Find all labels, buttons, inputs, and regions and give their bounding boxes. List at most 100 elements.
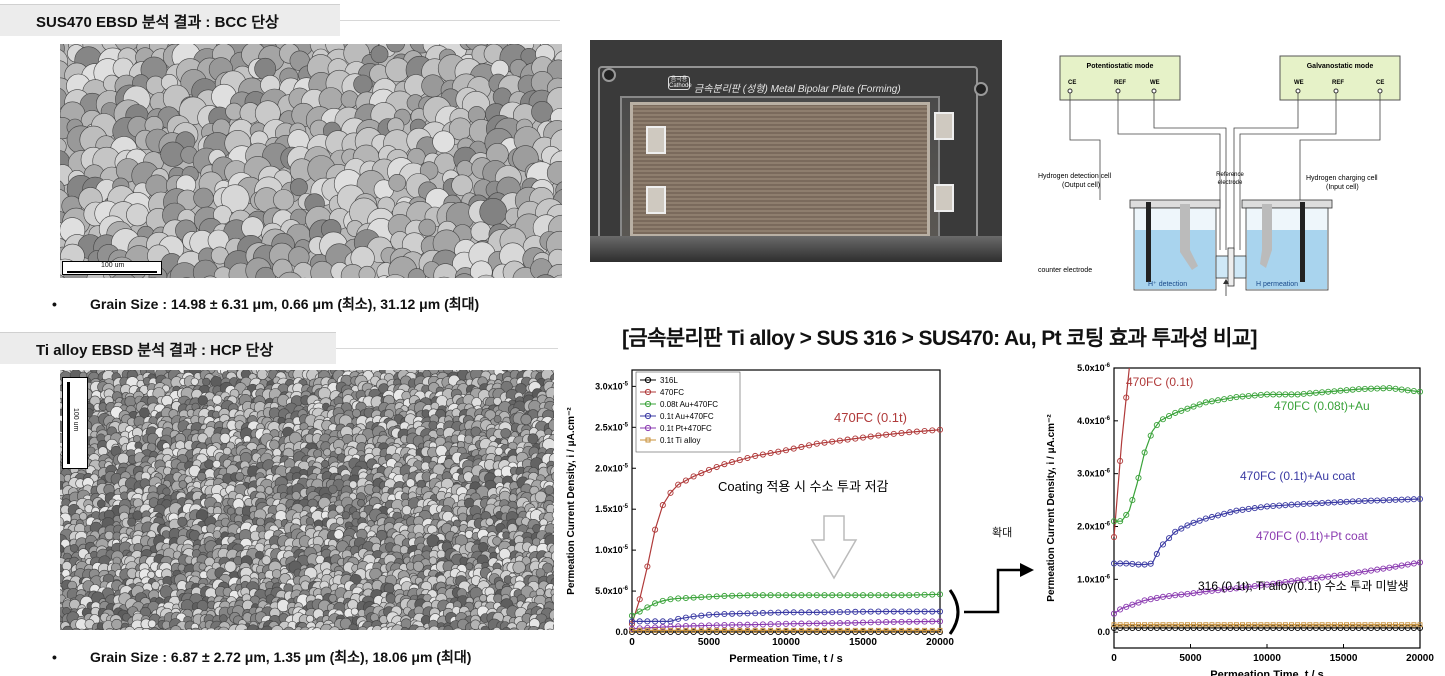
series-marker — [852, 608, 859, 615]
series-marker — [1227, 585, 1234, 592]
series-marker — [637, 627, 643, 633]
series-marker — [1196, 401, 1203, 408]
grain — [358, 265, 376, 278]
series-marker — [1221, 622, 1227, 628]
series-marker — [782, 592, 790, 599]
series-marker — [659, 618, 666, 625]
series-marker — [1306, 575, 1313, 582]
series-marker — [798, 628, 805, 636]
grain — [552, 488, 554, 495]
series-marker — [1239, 584, 1246, 591]
series-marker — [1142, 622, 1148, 628]
grain — [104, 530, 114, 541]
series-marker — [836, 628, 843, 636]
grain — [412, 560, 424, 572]
sus470-title-rule — [340, 20, 560, 21]
series-marker — [736, 621, 743, 628]
series-marker — [1294, 501, 1301, 508]
series-marker — [844, 628, 851, 636]
x-axis-label: Permeation Time, t / s — [729, 653, 843, 665]
series-marker — [1221, 396, 1228, 403]
grain — [212, 394, 223, 405]
grain — [294, 626, 303, 630]
series-marker — [1208, 587, 1215, 594]
series-marker — [936, 628, 944, 636]
series-marker — [1147, 596, 1154, 603]
series-marker — [667, 623, 674, 630]
series-marker — [936, 618, 944, 625]
series-line — [1114, 387, 1421, 522]
grain — [235, 623, 249, 630]
grain — [306, 614, 315, 623]
series-marker — [829, 620, 836, 627]
series-marker — [1154, 622, 1160, 628]
series-marker — [1355, 386, 1362, 393]
series-marker — [836, 620, 843, 627]
series-marker — [836, 592, 843, 599]
grain — [428, 556, 438, 565]
series-marker — [913, 608, 920, 615]
series-marker — [752, 621, 759, 628]
grain — [385, 593, 396, 604]
series-marker — [1148, 622, 1154, 628]
series-marker — [890, 592, 897, 599]
grain — [551, 593, 554, 604]
series-marker — [929, 427, 936, 434]
series-marker — [1416, 495, 1424, 503]
series-marker — [698, 628, 705, 636]
series-marker — [1197, 622, 1203, 628]
series-marker — [1288, 501, 1295, 508]
series-marker — [775, 628, 782, 636]
series-marker — [898, 592, 905, 599]
series-marker — [1313, 622, 1319, 628]
series-marker — [1312, 500, 1320, 507]
legend-marker — [644, 424, 652, 432]
galvanostat-terminal: WE — [1294, 80, 1304, 86]
ti-title-box: Ti alloy EBSD 분석 결과 : HCP 단상 — [0, 332, 336, 364]
series-marker — [636, 618, 643, 625]
series-marker — [906, 627, 912, 633]
grain — [453, 627, 463, 630]
plate-port — [934, 112, 954, 140]
series-marker — [1208, 398, 1215, 405]
series-marker — [1257, 582, 1264, 589]
series-marker — [1399, 622, 1405, 628]
terminal-node — [1295, 88, 1301, 94]
series-marker — [1264, 622, 1270, 628]
grain — [185, 628, 193, 630]
grain — [527, 433, 539, 445]
series-marker — [1184, 622, 1190, 628]
zoom-arrow-line — [964, 568, 1022, 614]
series-marker — [1325, 499, 1332, 506]
series-marker — [791, 627, 797, 633]
series-marker — [705, 593, 713, 600]
series-marker — [1233, 507, 1240, 514]
series-marker — [1398, 562, 1405, 569]
series-marker — [906, 628, 913, 636]
ti-micrograph — [60, 370, 554, 630]
grain — [305, 517, 315, 526]
series-marker — [867, 619, 874, 626]
series-marker — [1344, 622, 1350, 628]
series-marker — [1380, 497, 1387, 504]
grain — [551, 403, 554, 412]
series-marker — [1405, 622, 1411, 628]
series-marker — [798, 443, 805, 451]
series-marker — [821, 592, 828, 599]
series-marker — [1257, 391, 1264, 398]
series-marker — [1135, 474, 1142, 481]
series-marker — [829, 438, 836, 445]
series-marker — [860, 627, 866, 633]
series-marker — [767, 628, 774, 636]
series-marker — [1325, 388, 1332, 395]
series-marker — [868, 627, 874, 633]
ti-scalebar-text: 100 um — [72, 408, 79, 432]
grain — [500, 428, 511, 439]
series-marker — [713, 593, 720, 600]
series-marker — [798, 627, 804, 633]
series-marker — [729, 621, 736, 628]
series-marker — [806, 627, 812, 633]
x-tick-label: 20000 — [926, 637, 954, 648]
ti-grain-text: Grain Size : 6.87 ± 2.72 μm, 1.35 μm (최소… — [90, 649, 472, 665]
series-marker — [759, 451, 766, 458]
